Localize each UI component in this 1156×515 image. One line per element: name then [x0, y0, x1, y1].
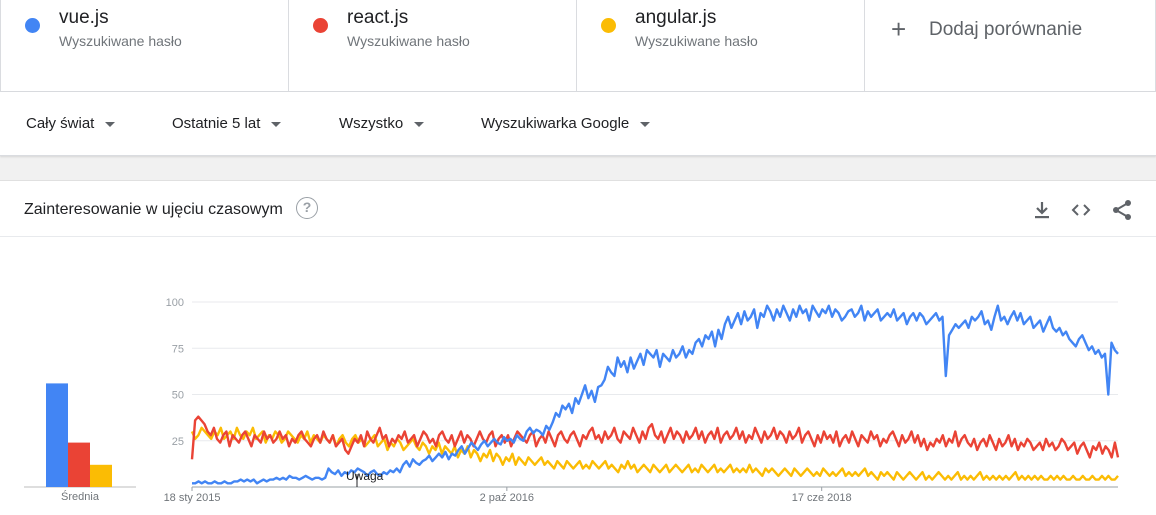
term-subtitle: Wyszukiwane hasło	[59, 33, 182, 49]
plus-icon: +	[891, 14, 907, 44]
filter-bar: Cały świat Ostatnie 5 lat Wszystko Wyszu…	[0, 92, 1156, 156]
card-title: Zainteresowanie w ujęciu czasowym	[24, 201, 283, 218]
interest-over-time-card: Zainteresowanie w ujęciu czasowym ? Śred…	[0, 180, 1156, 515]
x-tick-label: 17 cze 2018	[792, 492, 852, 504]
caret-down-icon	[271, 121, 282, 127]
card-header: Zainteresowanie w ujęciu czasowym ?	[0, 181, 1156, 237]
category-label: Wszystko	[339, 115, 404, 132]
term-name: vue.js	[59, 7, 109, 28]
share-icon[interactable]	[1110, 198, 1134, 222]
term-card-angular[interactable]: angular.js Wyszukiwane hasło	[576, 0, 864, 92]
interest-chart: Średnia 100 75 50 25 18 sty 2015 2 paź 2016 17 …	[24, 297, 1120, 504]
region-dropdown[interactable]: Cały świat	[26, 115, 116, 132]
annotation-label[interactable]: Uwaga	[346, 469, 384, 483]
average-bar-react-js	[68, 442, 90, 487]
embed-icon[interactable]	[1069, 198, 1093, 222]
y-tick-label: 50	[172, 390, 184, 402]
region-label: Cały świat	[26, 115, 95, 132]
average-label: Średnia	[61, 490, 100, 503]
caret-down-icon	[640, 121, 651, 127]
add-comparison-label: Dodaj porównanie	[929, 19, 1083, 40]
term-card-vue[interactable]: vue.js Wyszukiwane hasło	[0, 0, 288, 92]
x-tick-label: 18 sty 2015	[164, 492, 221, 504]
x-tick-label: 2 paź 2016	[480, 492, 534, 504]
series-line-angular-js	[190, 426, 1119, 481]
search-terms-row: vue.js Wyszukiwane hasło react.js Wyszuk…	[0, 0, 1156, 92]
term-subtitle: Wyszukiwane hasło	[347, 33, 470, 49]
download-icon[interactable]	[1030, 198, 1054, 222]
term-subtitle: Wyszukiwane hasło	[635, 33, 758, 49]
series-line-react-js	[190, 415, 1120, 460]
caret-down-icon	[414, 121, 425, 127]
term-name: react.js	[347, 7, 409, 28]
add-comparison-button[interactable]: + Dodaj porównanie	[864, 0, 1156, 92]
term-name: angular.js	[635, 7, 717, 28]
caret-down-icon	[105, 121, 116, 127]
y-tick-label: 75	[172, 343, 184, 355]
average-bar-vue-js	[46, 383, 68, 487]
search-source-dropdown[interactable]: Wyszukiwarka Google	[481, 115, 651, 132]
term-color-dot	[601, 18, 616, 33]
term-color-dot	[313, 18, 328, 33]
average-bar-angular-js	[90, 464, 112, 487]
search-source-label: Wyszukiwarka Google	[481, 115, 630, 132]
time-range-label: Ostatnie 5 lat	[172, 115, 261, 132]
series-line-vue-js	[192, 304, 1119, 485]
y-tick-label: 25	[172, 436, 184, 448]
term-card-react[interactable]: react.js Wyszukiwane hasło	[288, 0, 576, 92]
category-dropdown[interactable]: Wszystko	[339, 115, 425, 132]
time-range-dropdown[interactable]: Ostatnie 5 lat	[172, 115, 282, 132]
y-tick-label: 100	[166, 297, 184, 309]
help-icon[interactable]: ?	[296, 197, 318, 219]
term-color-dot	[25, 18, 40, 33]
